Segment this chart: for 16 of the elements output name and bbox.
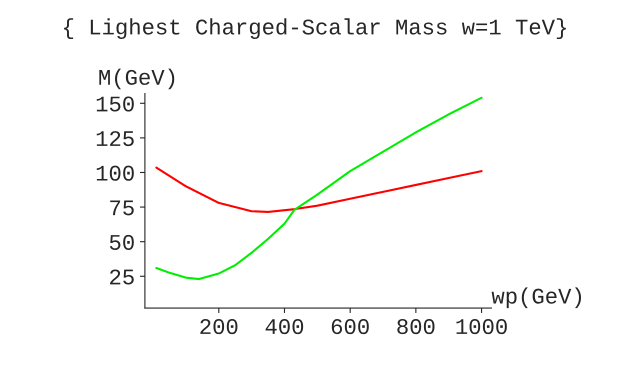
x-axis-title: wp(GeV)	[492, 287, 582, 308]
chart-title: { Lighest Charged-Scalar Mass w=1 TeV}	[64, 18, 566, 39]
line-series	[155, 96, 483, 280]
x-tick-label: 400	[266, 319, 304, 334]
y-tick-label: 150	[96, 96, 134, 112]
y-tick-label: 50	[110, 234, 134, 250]
x-tick-label: 200	[200, 319, 238, 334]
x-tick-label: 800	[397, 319, 434, 334]
x-tick-label: 1000	[456, 319, 507, 334]
y-tick-label: 125	[96, 131, 134, 146]
x-tick-label: 600	[332, 319, 369, 334]
y-axis-title: M(GeV)	[99, 68, 174, 90]
y-tick-label: 100	[96, 166, 134, 181]
y-tick-label: 75	[110, 200, 134, 216]
y-tick-label: 25	[110, 269, 134, 285]
line-series	[155, 166, 483, 213]
